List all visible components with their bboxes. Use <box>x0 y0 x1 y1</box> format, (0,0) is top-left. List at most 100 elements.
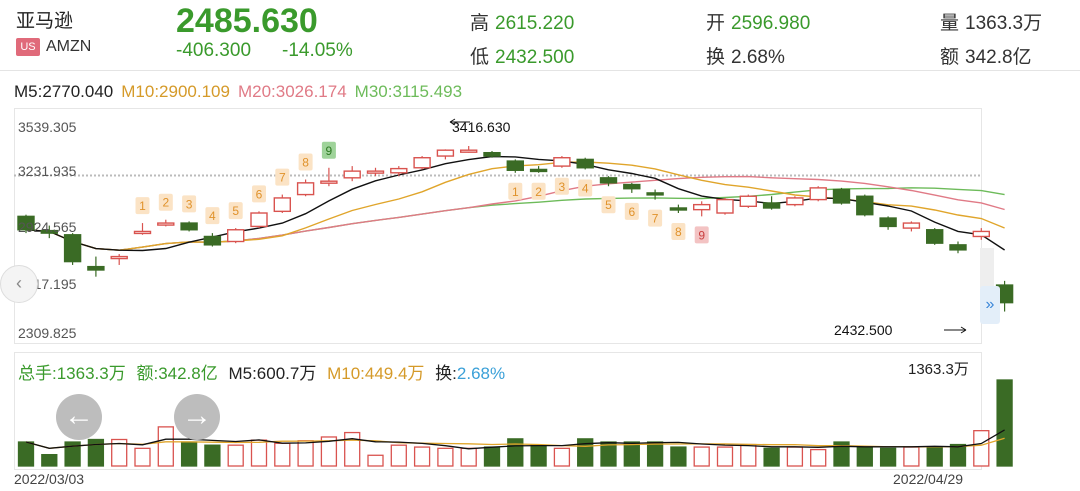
header-divider <box>0 70 1080 71</box>
td-bottom-marker-bg <box>648 209 663 227</box>
td-top-marker-bg <box>205 207 220 225</box>
kline-chart-area[interactable] <box>14 108 982 344</box>
volume-bar <box>530 444 547 467</box>
volume-bar <box>227 444 244 467</box>
td-bottom-marker: 6 <box>628 205 635 219</box>
td-bottom-marker-bg <box>624 202 639 220</box>
next-page-button[interactable]: → <box>174 394 220 440</box>
td-bottom-marker-bg <box>554 177 569 195</box>
scroll-right-button[interactable]: » <box>980 286 1000 324</box>
td-top-marker-bg <box>135 197 150 215</box>
turnover-label: 换 <box>706 47 726 68</box>
volume-bar <box>856 446 873 467</box>
volume-bar <box>367 454 384 467</box>
ma20-label: M20:3026.174 <box>237 82 347 101</box>
candle-body <box>203 235 222 246</box>
volume-bar <box>250 439 268 467</box>
vol-ma5-line <box>25 429 1005 450</box>
td-top-marker: 9 <box>326 144 333 158</box>
prev-page-button[interactable]: ← <box>56 394 102 440</box>
volume-bar <box>833 441 850 467</box>
candle-body <box>390 167 408 174</box>
volume-bar <box>763 447 780 467</box>
volume-bar <box>553 447 571 467</box>
candle-body <box>786 197 804 206</box>
volume-bar <box>390 444 407 467</box>
low-annotation: 2432.500 <box>834 322 893 338</box>
turnover-value: 2.68% <box>731 47 785 68</box>
ma10-label: M10:2900.109 <box>121 82 230 101</box>
candle-body <box>506 160 524 171</box>
candle-body <box>599 177 618 184</box>
high-label: 高 <box>470 13 490 34</box>
volume-bar <box>41 453 58 467</box>
candle-body <box>576 158 594 169</box>
td-top-marker: 3 <box>186 197 193 211</box>
volume-bar <box>134 447 151 467</box>
candle-body <box>972 230 990 238</box>
vol-turnover-label: 换: <box>435 364 457 383</box>
high-stat: 高 2615.220 <box>470 8 574 35</box>
candle-body <box>716 198 734 214</box>
low-arrowhead <box>960 326 967 334</box>
low-label: 低 <box>470 47 490 68</box>
date-end: 2022/04/29 <box>893 471 964 487</box>
scroll-left-button[interactable]: ‹ <box>0 265 38 303</box>
candle-body <box>40 229 58 234</box>
volume-bar <box>460 447 477 467</box>
candle-body <box>343 170 361 179</box>
volume-bar <box>274 442 291 467</box>
volume-bar <box>483 446 501 467</box>
td-top-marker: 4 <box>209 209 216 223</box>
td-bottom-marker-bg <box>601 196 616 214</box>
turnover-stat: 换 2.68% <box>706 42 785 69</box>
open-stat: 开 2596.980 <box>706 8 810 35</box>
vol-max-label: 1363.3万 <box>908 361 969 378</box>
volume-chart-area[interactable] <box>14 352 982 470</box>
vol-m5: M5:600.7万 <box>228 364 317 383</box>
amount-label: 额 <box>940 47 960 68</box>
td-bottom-marker-bg <box>531 182 546 200</box>
volume-bar <box>64 441 81 467</box>
y-tick-2: 2924.565 <box>18 219 77 235</box>
candle-body <box>926 229 944 244</box>
candle-body <box>693 203 711 211</box>
ma5-label: M5:2770.040 <box>14 82 114 101</box>
td-bottom-marker: 4 <box>582 181 589 195</box>
td-top-marker: 8 <box>302 155 309 169</box>
stock-name: 亚马逊 <box>16 11 74 32</box>
candle-body <box>646 192 664 196</box>
amount-value: 342.8亿 <box>965 47 1032 68</box>
vol-amount: 额:342.8亿 <box>136 364 218 383</box>
volume-bar <box>693 446 710 467</box>
y-tick-4: 2309.825 <box>18 325 77 341</box>
td-top-marker-bg <box>158 193 173 211</box>
candle-body <box>669 207 688 211</box>
volume-bar <box>87 438 105 467</box>
candle-body <box>460 149 478 153</box>
candle-body <box>739 195 757 208</box>
volume-bar <box>903 446 920 467</box>
candle-body <box>17 215 35 231</box>
volume-label: 量 <box>940 13 960 34</box>
td-bottom-marker-bg <box>508 182 523 200</box>
volume-bar <box>810 448 827 467</box>
volume-bar <box>344 431 361 467</box>
candle-body <box>413 157 431 169</box>
volume-bar <box>437 447 454 467</box>
td-bottom-marker: 8 <box>675 225 682 239</box>
volume-bar <box>926 446 943 467</box>
volume-bar <box>180 441 198 467</box>
volume-bar <box>879 447 897 467</box>
td-top-marker: 7 <box>279 171 286 185</box>
candle-body <box>296 182 315 196</box>
candle-body <box>949 244 967 251</box>
td-bottom-marker: 3 <box>559 180 566 194</box>
volume-info: 总手:1363.3万 额:342.8亿 M5:600.7万 M10:449.4万… <box>18 359 505 384</box>
volume-stat: 量 1363.3万 <box>940 8 1042 35</box>
low-stat: 低 2432.500 <box>470 42 574 69</box>
vol-turnover-value: 2.68% <box>456 364 506 383</box>
candle-body <box>157 222 175 226</box>
volume-bar <box>507 438 524 467</box>
volume-bar <box>297 440 314 467</box>
